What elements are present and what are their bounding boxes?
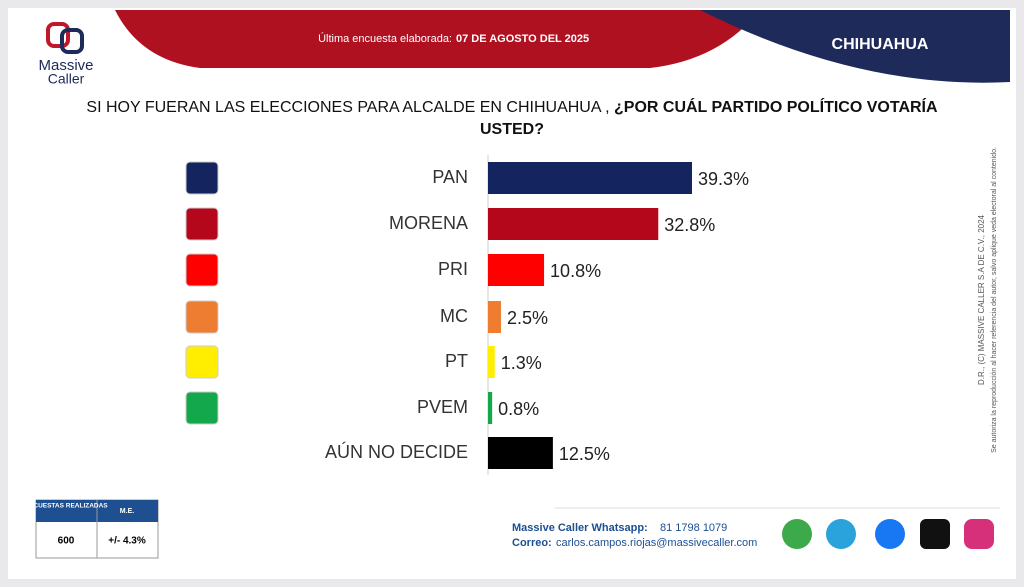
value-label: 32.8% <box>664 215 715 235</box>
value-label: 0.8% <box>498 399 539 419</box>
bar <box>488 208 659 240</box>
value-label: 10.8% <box>550 261 601 281</box>
category-label: PAN <box>432 167 468 187</box>
survey-date: 07 DE AGOSTO DEL 2025 <box>456 33 589 45</box>
bar <box>488 254 545 286</box>
email-label: Correo: <box>512 537 552 549</box>
card <box>8 8 1016 579</box>
header-band <box>115 10 760 68</box>
copyright: D.R., (C) MASSIVE CALLER S.A DE C.V., 20… <box>977 214 986 385</box>
value-label: 2.5% <box>507 308 548 328</box>
region-band <box>700 10 1010 83</box>
value-label: 1.3% <box>501 353 542 373</box>
bar <box>488 392 493 424</box>
survey-label: Última encuesta elaborada: <box>318 32 452 45</box>
table-header: M.E. <box>120 508 134 515</box>
value-label: 12.5% <box>559 444 610 464</box>
category-label: PT <box>445 351 468 371</box>
brand: Caller <box>48 71 85 87</box>
whatsapp-label: Massive Caller Whatsapp: <box>512 522 648 534</box>
table-header: ENCUESTAS REALIZADAS <box>24 503 108 510</box>
table-cell: 600 <box>58 536 75 547</box>
logo-icon <box>46 22 70 48</box>
bar <box>488 437 553 469</box>
chart-title: SI HOY FUERAN LAS ELECCIONES PARA ALCALD… <box>70 97 954 141</box>
party-logo <box>185 345 219 379</box>
title: SI HOY FUERAN LAS ELECCIONES PARA ALCALD… <box>86 99 610 116</box>
category-label: MORENA <box>389 213 468 233</box>
category-label: PVEM <box>417 397 468 417</box>
region: CHIHUAHUA <box>832 36 929 53</box>
bar <box>488 162 692 194</box>
party-logo <box>185 161 219 195</box>
email: carlos.campos.riojas@massivecaller.com <box>556 537 757 549</box>
party-logo <box>185 391 219 425</box>
bar <box>488 301 501 333</box>
party-logo <box>185 207 219 241</box>
facebook-icon[interactable] <box>875 519 905 549</box>
whatsapp: 81 1798 1079 <box>660 522 727 534</box>
whatsapp-icon[interactable] <box>782 519 812 549</box>
category-label: AÚN NO DECIDE <box>325 441 468 462</box>
permission: Se autoriza la reproducción al hacer ref… <box>991 147 998 453</box>
party-logo <box>185 300 219 334</box>
instagram-icon[interactable] <box>964 519 994 549</box>
value-label: 39.3% <box>698 169 749 189</box>
logo-icon <box>60 28 84 54</box>
table-cell: +/- 4.3% <box>108 536 146 547</box>
bar <box>488 346 495 378</box>
party-logo <box>185 253 219 287</box>
telegram-icon[interactable] <box>826 519 856 549</box>
category-label: PRI <box>438 259 468 279</box>
x-icon[interactable] <box>920 519 950 549</box>
title-emphasis: ¿POR CUÁL PARTIDO POLÍTICO VOTARÍA USTED… <box>480 99 938 138</box>
brand: Massive <box>38 57 93 74</box>
category-label: MC <box>440 306 468 326</box>
